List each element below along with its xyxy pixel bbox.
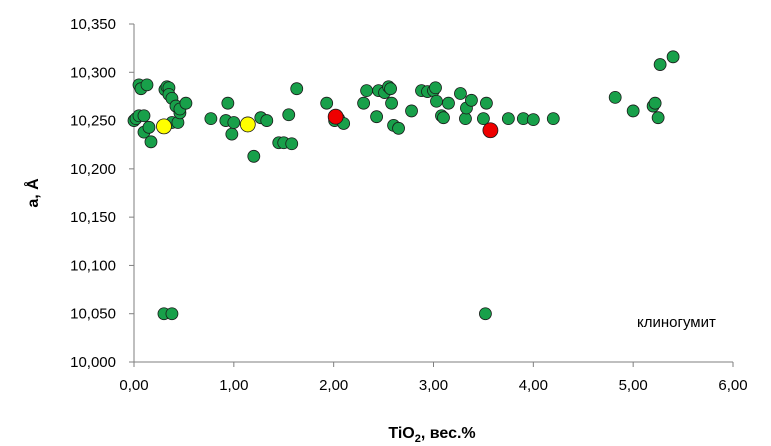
y-tick-label: 10,350	[70, 16, 116, 33]
x-axis-title-main: TiO	[388, 425, 414, 442]
data-point-red	[482, 122, 499, 139]
data-point-green	[546, 112, 560, 126]
y-tick-label: 10,050	[70, 306, 116, 323]
data-point-green	[165, 307, 179, 321]
data-point-green	[437, 111, 450, 125]
data-point-green	[392, 121, 405, 135]
y-tick-label: 10,100	[70, 257, 116, 274]
data-point-green	[370, 110, 383, 124]
y-axis-title: a, Å	[23, 178, 42, 208]
data-point-green	[260, 114, 274, 127]
data-point-green	[179, 96, 193, 110]
data-point-green	[626, 104, 640, 118]
data-point-green	[282, 108, 296, 122]
data-point-green	[357, 96, 371, 110]
data-point-green	[227, 116, 241, 129]
data-point-green	[480, 96, 493, 110]
data-point-green	[459, 112, 472, 126]
data-point-green	[501, 112, 515, 126]
data-point-green	[137, 109, 151, 123]
data-point-green	[384, 82, 397, 96]
data-point-yellow	[156, 118, 172, 135]
x-tick-label: 4,00	[519, 377, 548, 394]
annotation-label: клиногумит	[637, 314, 716, 331]
x-tick-label: 5,00	[619, 377, 648, 394]
y-tick-label: 10,300	[70, 64, 116, 81]
data-point-green	[651, 111, 665, 125]
data-points	[127, 50, 680, 321]
y-tick-label: 10,250	[70, 113, 116, 130]
y-tick-label: 10,150	[70, 209, 116, 226]
data-point-green	[204, 112, 218, 126]
data-point-green	[442, 96, 455, 110]
data-point-green	[430, 94, 443, 108]
x-axis-title: TiO2, вес.%	[388, 425, 475, 445]
data-point-green	[290, 82, 304, 96]
x-tick-label: 3,00	[419, 377, 448, 394]
data-point-green	[465, 93, 478, 107]
axes	[129, 23, 734, 367]
data-point-green	[247, 149, 261, 163]
data-point-green	[477, 112, 490, 126]
data-point-green	[360, 84, 374, 98]
data-point-yellow	[239, 116, 256, 133]
tick-labels: 10,000 10,050 10,100 10,150 10,200 10,250 10,3…	[70, 16, 747, 394]
data-point-green	[666, 50, 680, 64]
data-point-green	[144, 135, 158, 149]
x-tick-label: 2,00	[319, 377, 348, 394]
data-point-green	[285, 137, 299, 151]
data-point-green	[225, 127, 239, 141]
data-point-green	[385, 96, 398, 110]
data-point-green	[429, 81, 442, 95]
data-point-green	[142, 120, 156, 134]
data-point-green	[526, 113, 540, 127]
data-point-green	[140, 78, 154, 92]
y-tick-label: 10,200	[70, 161, 116, 178]
data-point-green	[405, 104, 418, 118]
x-axis-title-subscript: 2	[415, 433, 421, 445]
data-point-green	[653, 58, 667, 71]
y-tick-label: 10,000	[70, 354, 116, 371]
data-point-green	[648, 96, 662, 110]
data-point-red	[327, 108, 344, 125]
x-axis-title-suffix: , вес.%	[421, 425, 476, 442]
data-point-green	[320, 96, 334, 110]
data-point-green	[479, 307, 492, 321]
x-tick-label: 0,00	[119, 377, 148, 394]
data-point-green	[454, 87, 467, 100]
x-tick-label: 1,00	[219, 377, 248, 394]
data-point-green	[608, 90, 622, 104]
data-point-green	[221, 96, 235, 110]
x-tick-label: 6,00	[718, 377, 747, 394]
